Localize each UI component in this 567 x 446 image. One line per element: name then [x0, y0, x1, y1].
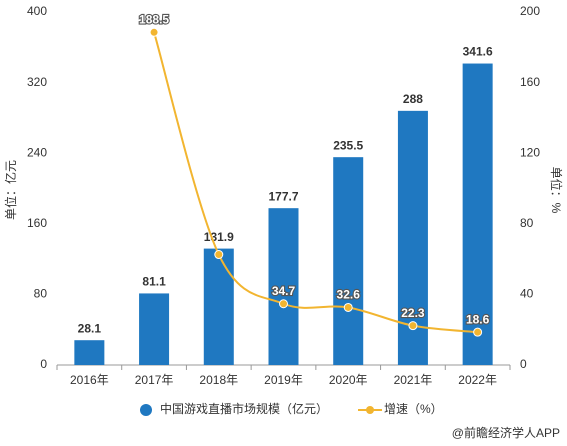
x-tick-label: 2020年: [329, 373, 368, 387]
line-label: 22.3: [401, 306, 425, 320]
y2-tick-label: 120: [520, 145, 540, 159]
legend-swatch: [366, 406, 375, 414]
bar-label: 177.7: [268, 189, 298, 203]
x-tick-label: 2021年: [394, 373, 433, 387]
x-tick-label: 2019年: [264, 373, 303, 387]
bar: [139, 293, 170, 365]
line-label: 18.6: [466, 312, 490, 326]
bar-label: 288: [403, 92, 423, 106]
y-tick-label: 160: [27, 216, 47, 230]
bar: [203, 248, 234, 365]
y-tick-label: 320: [27, 75, 47, 89]
y-tick-label: 0: [40, 357, 47, 371]
legend-swatch: [140, 404, 152, 416]
line-label: 34.7: [272, 284, 296, 298]
bar-label: 235.5: [333, 138, 363, 152]
line-point: [149, 27, 159, 37]
line-point: [343, 302, 353, 312]
line-point: [279, 299, 288, 309]
y-tick-label: 240: [27, 145, 47, 159]
bar: [333, 157, 364, 365]
y2-tick-label: 40: [520, 287, 534, 301]
line-label: 32.6: [337, 288, 361, 302]
y-axis-label: 单位：亿元: [3, 160, 18, 220]
line-label: 188.5: [139, 12, 169, 26]
source: @前瞻经济学人APP: [452, 425, 560, 440]
x-tick-label: 2016年: [70, 373, 109, 387]
line-point: [408, 321, 418, 331]
x-tick-label: 2022年: [458, 373, 497, 387]
bar-label: 131.9: [204, 230, 234, 244]
line: [153, 32, 478, 334]
x-tick-label: 2017年: [135, 373, 174, 387]
y2-tick-label: 160: [520, 75, 540, 89]
bar: [462, 63, 493, 366]
y2-tick-label: 80: [520, 216, 534, 230]
legend-label: 中国游戏直播市场规模（亿元）: [160, 401, 328, 416]
bar: [74, 340, 105, 365]
bar: [268, 208, 299, 365]
line-point: [214, 250, 224, 260]
y-tick-label: 400: [27, 4, 47, 18]
y-tick-label: 80: [34, 287, 48, 301]
y2-tick-label: 0: [520, 357, 527, 371]
line-point: [473, 327, 483, 337]
bar-label: 341.6: [463, 45, 493, 59]
bar-label: 28.1: [78, 321, 102, 335]
bar-label: 81.1: [142, 275, 166, 289]
y2-tick-label: 200: [520, 4, 540, 18]
legend-label: 增速（%）: [384, 402, 443, 416]
x-tick-label: 2018年: [199, 373, 238, 387]
y2-axis-label: 单位：%: [549, 167, 564, 214]
